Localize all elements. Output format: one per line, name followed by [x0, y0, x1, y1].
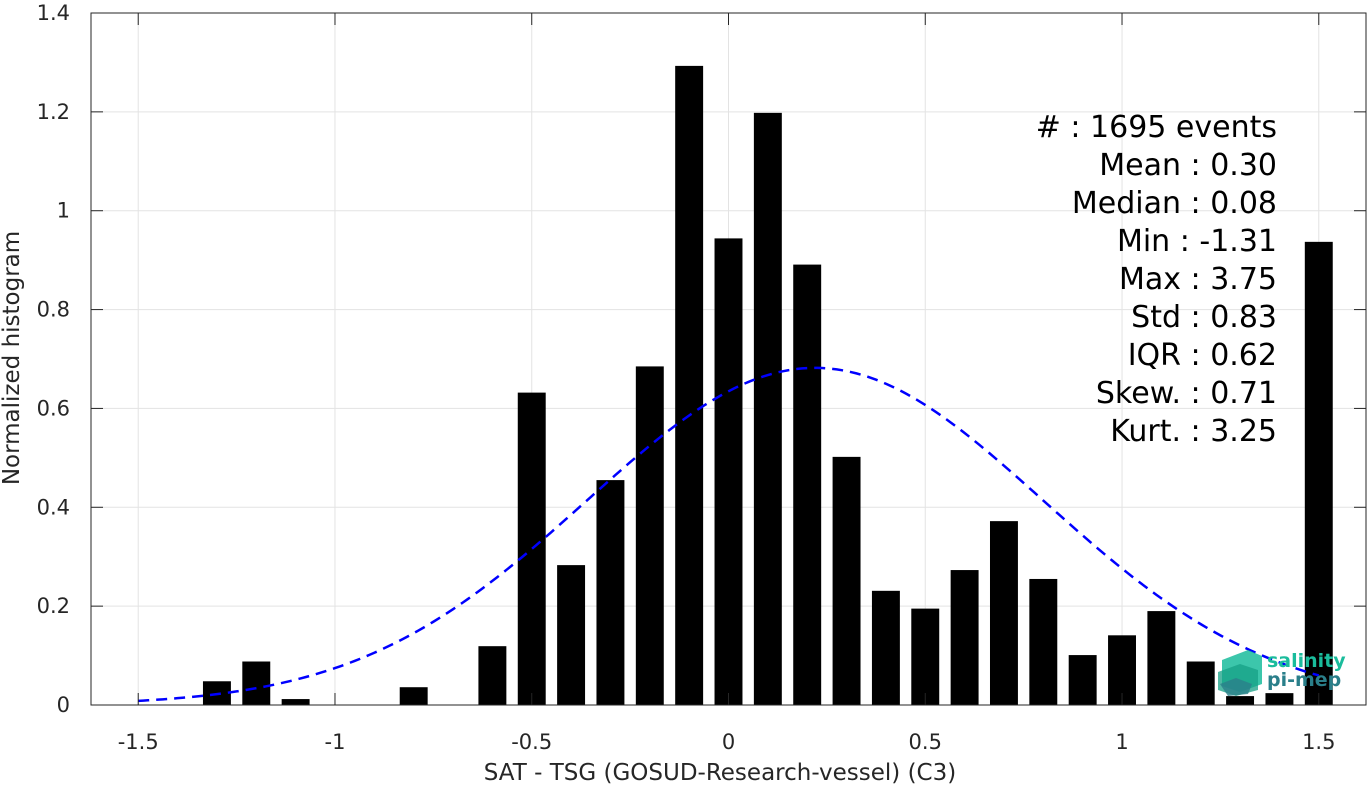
- y-tick-label: 1: [57, 199, 70, 223]
- x-axis-title: SAT - TSG (GOSUD-Research-vessel) (C3): [484, 760, 956, 785]
- x-tick-label: 1: [1115, 730, 1128, 754]
- y-tick-label: 0.2: [37, 594, 70, 618]
- logo-text-line1: salinity: [1267, 650, 1346, 672]
- y-tick-label: 1.2: [37, 100, 70, 124]
- histogram-bar: [714, 238, 743, 705]
- histogram-bar: [832, 456, 861, 705]
- curve-layer: [138, 366, 1320, 703]
- histogram-bar: [1186, 661, 1215, 705]
- ticks-layer: -1.5 -1 -0.5 0 0.5 1 1.5 0 0.2 0.4 0.6 0.8 1 1.2 1.4: [37, 1, 1366, 754]
- histogram-bar: [1265, 693, 1294, 705]
- stats-line: # : 1695 events: [1036, 110, 1277, 145]
- x-tick-label: -0.5: [511, 730, 552, 754]
- x-tick-label: 1.5: [1302, 730, 1335, 754]
- y-tick-label: 0.8: [37, 298, 70, 322]
- logo-text-line2: pi-mep: [1267, 669, 1341, 691]
- histogram-bar: [871, 590, 900, 705]
- histogram-bar: [242, 661, 271, 705]
- histogram-bar: [793, 264, 822, 705]
- histogram-bar: [911, 608, 940, 705]
- histogram-bar: [635, 366, 664, 705]
- histogram-bar: [557, 565, 586, 705]
- stats-line: Mean : 0.30: [1099, 148, 1277, 183]
- fit-curve-line: [138, 366, 1320, 703]
- histogram-bar: [1068, 655, 1097, 705]
- x-tick-label: -1: [325, 730, 346, 754]
- histogram-bar: [399, 687, 428, 705]
- y-axis-title: Normalized histogram: [0, 231, 25, 485]
- y-tick-label: 1.4: [37, 1, 70, 25]
- histogram-bar: [1304, 241, 1333, 705]
- y-tick-label: 0: [57, 693, 70, 717]
- x-tick-label: -1.5: [118, 730, 159, 754]
- stats-line: Min : -1.31: [1117, 224, 1277, 259]
- stats-line: Median : 0.08: [1072, 186, 1277, 221]
- histogram-bar: [675, 65, 704, 705]
- histogram-bar: [753, 112, 782, 706]
- histogram-bar: [1147, 611, 1176, 705]
- x-tick-label: 0: [722, 730, 735, 754]
- salinity-pi-mep-logo: salinity pi-mep: [1218, 650, 1346, 696]
- x-tick-label: 0.5: [909, 730, 942, 754]
- stats-line: Max : 3.75: [1119, 262, 1277, 297]
- histogram-bar: [989, 521, 1018, 705]
- histogram-bar: [1226, 696, 1255, 705]
- y-tick-label: 0.6: [37, 396, 70, 420]
- stats-line: Skew. : 0.71: [1096, 376, 1277, 411]
- stats-line: IQR : 0.62: [1128, 338, 1277, 373]
- y-tick-label: 0.4: [37, 495, 70, 519]
- histogram-bar: [517, 392, 546, 705]
- histogram-bar: [596, 480, 625, 705]
- bars-layer: [202, 65, 1333, 706]
- histogram-bar: [478, 646, 507, 705]
- histogram-bar: [950, 570, 979, 705]
- histogram-bar: [281, 699, 310, 705]
- stats-line: Std : 0.83: [1131, 300, 1277, 335]
- grid-layer: [91, 12, 1366, 706]
- stats-line: Kurt. : 3.25: [1110, 414, 1277, 449]
- logo-mark-icon: [1218, 650, 1262, 696]
- histogram-bar: [1029, 578, 1058, 705]
